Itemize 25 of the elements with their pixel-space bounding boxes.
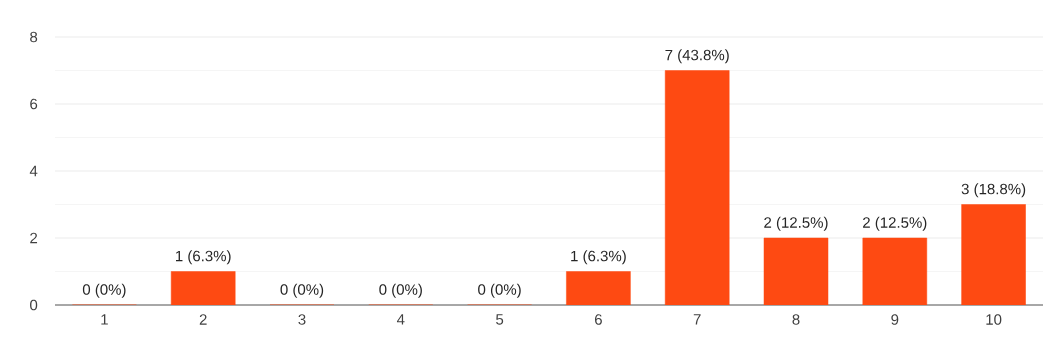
x-tick-label: 2 <box>199 314 207 325</box>
x-tick-label: 10 <box>986 314 1002 325</box>
data-label: 2 (12.5%) <box>764 216 828 231</box>
x-tick-label: 7 <box>693 314 701 325</box>
data-label: 0 (0%) <box>379 283 422 298</box>
y-tick-label: 0 <box>30 299 38 311</box>
y-tick-label: 8 <box>30 31 38 43</box>
data-label: 1 (6.3%) <box>176 250 231 265</box>
data-label: 1 (6.3%) <box>571 250 626 265</box>
data-label: 0 (0%) <box>82 283 126 298</box>
x-tick-label: 1 <box>101 314 108 325</box>
y-tick-label: 6 <box>30 98 38 110</box>
y-tick-label: 2 <box>30 232 38 244</box>
x-tick-label: 4 <box>396 314 405 325</box>
y-tick-label: 4 <box>29 165 38 177</box>
data-label: 7 (43.8%) <box>665 49 729 64</box>
x-tick-label: 8 <box>792 314 800 325</box>
x-tick-label: 6 <box>595 314 602 325</box>
x-tick-label: 3 <box>298 314 306 325</box>
x-tick-label: 9 <box>891 314 899 325</box>
data-label: 0 (0%) <box>280 283 324 298</box>
data-label: 0 (0%) <box>478 283 521 298</box>
x-tick-label: 5 <box>496 314 504 325</box>
data-label: 2 (12.5%) <box>863 216 927 231</box>
data-label: 3 (18.8%) <box>961 183 1026 198</box>
